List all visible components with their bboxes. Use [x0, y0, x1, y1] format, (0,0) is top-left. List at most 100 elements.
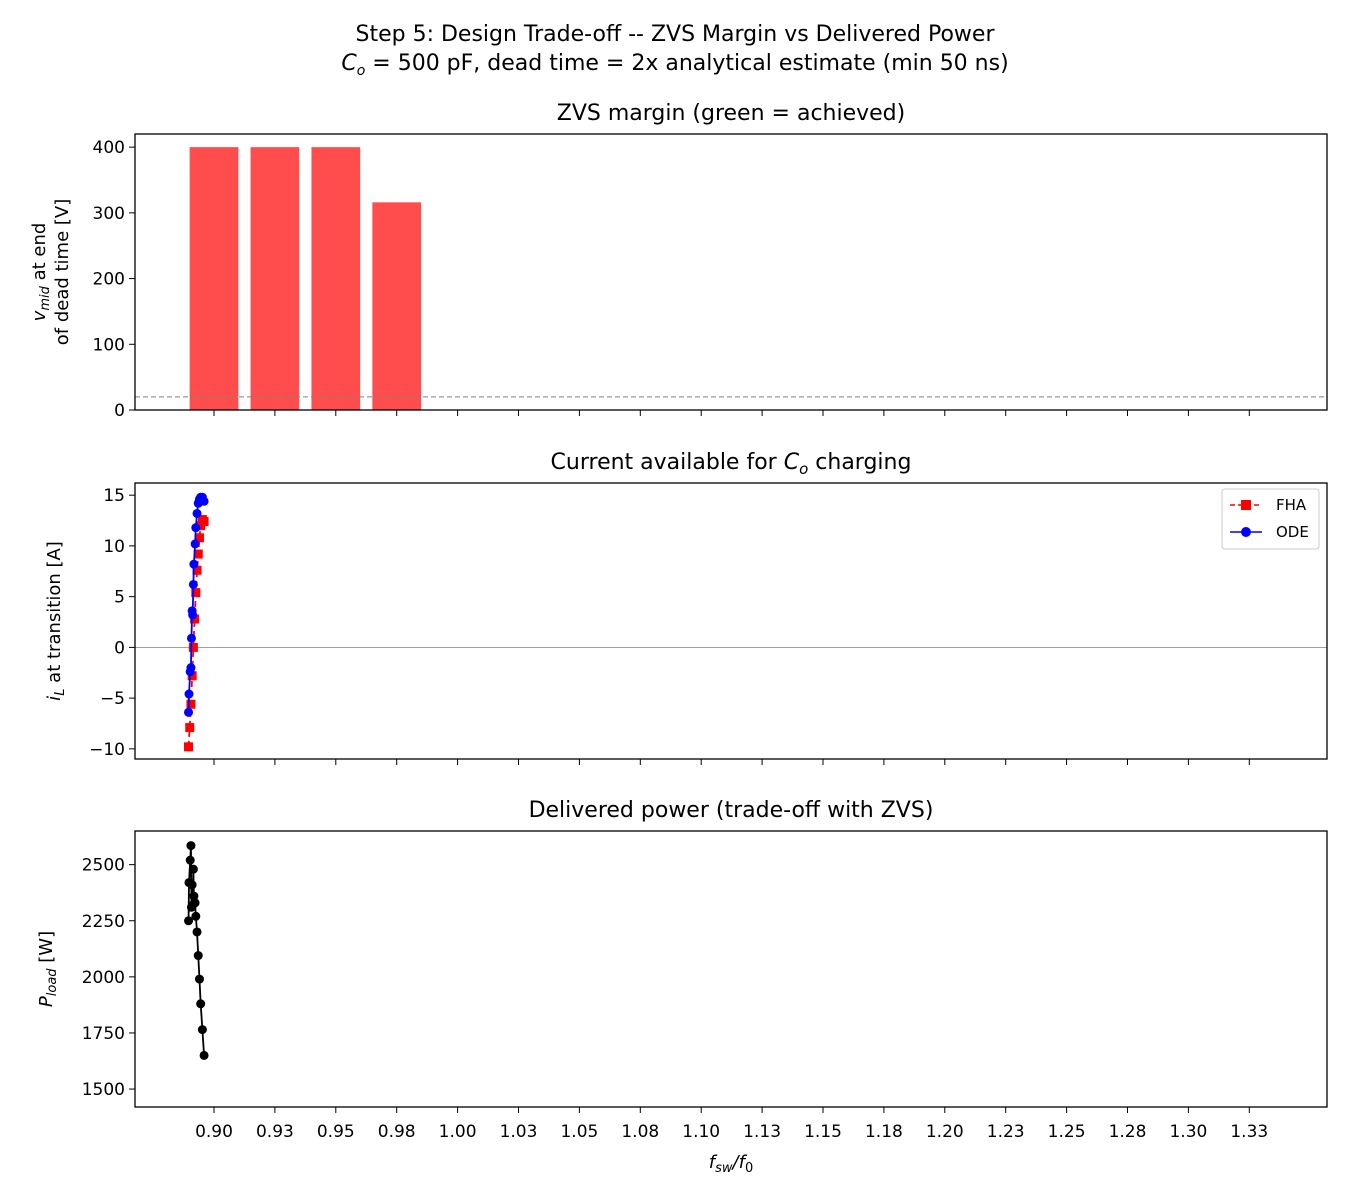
data-point [192, 565, 202, 575]
data-point [187, 671, 197, 681]
data-point [191, 523, 201, 533]
y-tick-label: 0 [114, 401, 125, 421]
panel-zvs-margin: ZVS margin (green = achieved) 0 100 200 300… [29, 101, 1328, 421]
data-point [199, 1050, 209, 1060]
data-point [192, 508, 202, 518]
legend-fha-label: FHA [1276, 496, 1307, 514]
data-point [194, 974, 204, 984]
y-tick-label: 2250 [82, 912, 125, 932]
figure-title-line1: Step 5: Design Trade-off -- ZVS Margin v… [355, 22, 995, 47]
y-tick-label: 2000 [82, 968, 125, 988]
bar [250, 147, 300, 410]
y-tick-label: 15 [103, 486, 125, 506]
data-point [188, 610, 198, 620]
data-point [188, 579, 198, 589]
x-tick-label: 1.05 [560, 1122, 598, 1142]
y-tick-label: 10 [103, 537, 125, 557]
data-point [196, 999, 206, 1009]
panel2-series [184, 492, 209, 752]
data-point [194, 533, 204, 543]
data-point [184, 916, 194, 926]
y-tick-label: 0 [114, 638, 125, 658]
x-tick-label: 1.25 [1048, 1122, 1086, 1142]
data-point [188, 642, 198, 652]
bar [189, 147, 239, 410]
panel3-yticks: 1500 1750 2000 2250 2500 [82, 856, 135, 1100]
x-tick-label: 1.08 [621, 1122, 659, 1142]
y-tick-label: 5 [114, 588, 125, 608]
data-point [186, 633, 196, 643]
x-tick-label: 1.10 [682, 1122, 720, 1142]
data-point [185, 855, 195, 865]
x-tick-label: 1.20 [926, 1122, 964, 1142]
data-point [190, 898, 200, 908]
panel1-axes-frame [134, 133, 1328, 411]
data-point [192, 927, 202, 937]
panel2-legend: FHA ODE [1221, 488, 1320, 550]
data-point [190, 614, 200, 624]
data-point [186, 699, 196, 709]
x-tick-label: 0.93 [256, 1122, 294, 1142]
y-tick-label: 1500 [82, 1080, 125, 1100]
legend-ode-label: ODE [1276, 523, 1309, 541]
y-tick-label: 2500 [82, 856, 125, 876]
y-tick-label: 100 [93, 335, 125, 355]
panel-power: Delivered power (trade-off with ZVS) 150… [36, 798, 1328, 1176]
data-point [184, 689, 194, 699]
legend-ode-marker [1241, 527, 1251, 537]
x-tick-label: 1.15 [804, 1122, 842, 1142]
panel3-axes-frame [134, 830, 1328, 1108]
panel-current: Current available for Co charging −10 −5 0… [44, 450, 1328, 765]
x-tick-label: 0.98 [378, 1122, 416, 1142]
data-point [191, 911, 201, 921]
data-point [199, 517, 209, 527]
panel3-title: Delivered power (trade-off with ZVS) [529, 798, 934, 823]
data-point [185, 723, 195, 733]
panel1-bars [189, 147, 422, 410]
x-tick-label: 0.95 [317, 1122, 355, 1142]
x-tick-label: 1.28 [1109, 1122, 1147, 1142]
data-point [188, 864, 198, 874]
figure-title-line2: Co = 500 pF, dead time = 2x analytical e… [341, 51, 1008, 79]
data-point [187, 880, 197, 890]
x-axis-label: fsw/f0 [709, 1152, 753, 1176]
data-point [190, 539, 200, 549]
x-tick-label: 1.13 [743, 1122, 781, 1142]
panel3-ylabel: Pload [W] [36, 931, 60, 1007]
data-point [193, 549, 203, 559]
bar [311, 147, 361, 410]
data-point [197, 1025, 207, 1035]
series-line [187, 845, 205, 1056]
y-tick-label: 400 [93, 138, 125, 158]
panel2-yticks: −10 −5 0 5 10 15 [89, 486, 135, 760]
x-tick-label: 1.18 [865, 1122, 903, 1142]
data-point [184, 707, 194, 717]
data-point [193, 951, 203, 961]
panel1-ylabel-line2: of dead time [V] [52, 199, 73, 346]
panel2-ylabel: iL at transition [A] [44, 541, 68, 701]
data-point [191, 588, 201, 598]
data-point [199, 496, 209, 506]
panel1-yticks: 0 100 200 300 400 [93, 138, 135, 421]
data-point [186, 841, 196, 851]
y-tick-label: 300 [93, 204, 125, 224]
y-tick-label: 1750 [82, 1024, 125, 1044]
x-tick-label: 1.30 [1169, 1122, 1207, 1142]
panel1-ylabel: vmid at end [29, 223, 53, 322]
data-point [184, 742, 194, 752]
panel1-xticks [213, 410, 1250, 416]
panel2-title: Current available for Co charging [551, 450, 912, 478]
y-tick-label: −5 [100, 689, 125, 709]
panel3-xticks: 0.90 0.93 0.95 0.98 1.00 1.03 1.05 1.08 1.10 1.13… [195, 1107, 1268, 1142]
legend-fha-marker [1241, 500, 1251, 510]
panel1-title: ZVS margin (green = achieved) [557, 101, 905, 126]
panel3-series [184, 841, 209, 1060]
panel2-axes-frame [134, 482, 1328, 760]
data-point [189, 891, 199, 901]
x-tick-label: 1.03 [500, 1122, 538, 1142]
x-tick-label: 1.33 [1230, 1122, 1268, 1142]
bar [372, 202, 422, 410]
data-point [186, 663, 196, 673]
x-tick-label: 1.00 [439, 1122, 477, 1142]
